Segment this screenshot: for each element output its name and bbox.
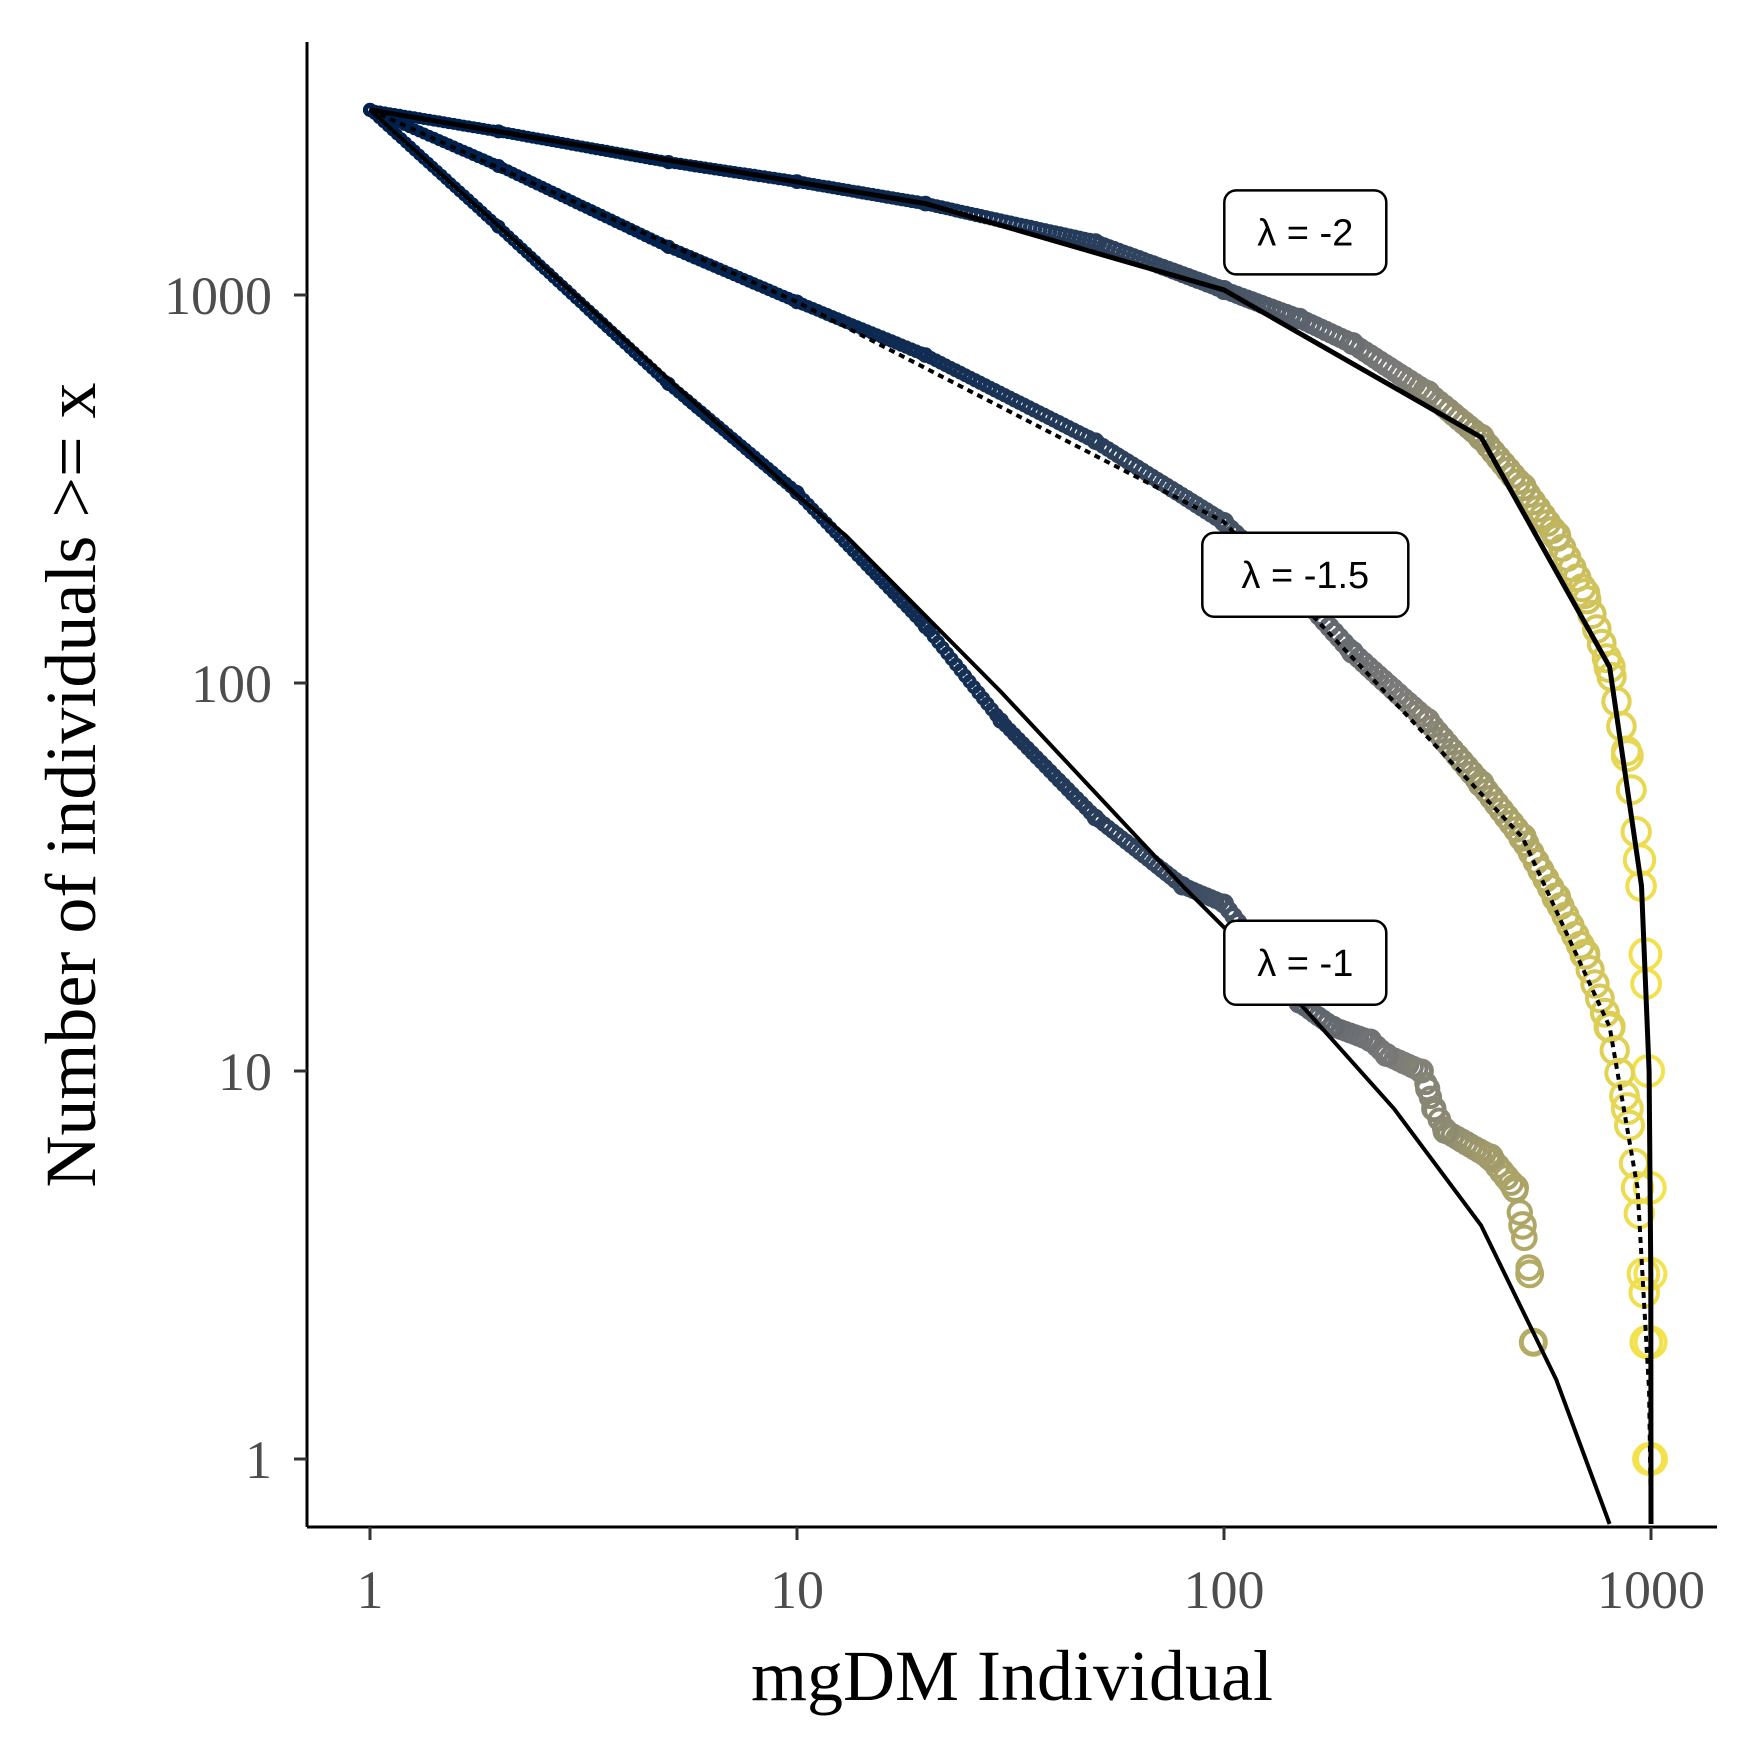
series-layer [363, 102, 1668, 1476]
data-point [1173, 876, 1193, 896]
y-tick-label: 10 [218, 1042, 272, 1102]
data-point [1500, 1173, 1530, 1202]
data-point [1593, 1010, 1626, 1043]
data-point [1086, 432, 1105, 451]
annotation-label: λ = -2 [1223, 189, 1388, 276]
data-point [1341, 332, 1364, 355]
annotation-label: λ = -1 [1223, 919, 1388, 1007]
y-tick-label: 1 [245, 1430, 272, 1490]
data-point [1467, 423, 1495, 451]
data-point [1415, 380, 1441, 406]
annotations-layer: λ = -2 λ = -1.5 λ = -1 [1201, 189, 1410, 1007]
x-axis-title: mgDM Individual [751, 1636, 1273, 1716]
data-point [1415, 708, 1441, 734]
x-tick-label: 100 [1184, 1560, 1265, 1620]
data-point [1086, 233, 1105, 251]
annotation-label: λ = -1.5 [1201, 531, 1410, 619]
x-tick-label: 1000 [1597, 1560, 1705, 1620]
x-tick-label: 10 [770, 1560, 824, 1620]
fit-line-lambda-neg1_5 [369, 108, 1653, 1525]
data-point [1541, 520, 1572, 551]
data-point [1421, 1095, 1447, 1122]
data-point [1589, 997, 1620, 1028]
data-point [1214, 512, 1234, 532]
data-point [1580, 969, 1610, 999]
data-point [1086, 808, 1105, 827]
annotation-text: λ = -1 [1257, 943, 1353, 985]
data-point [1508, 823, 1537, 852]
data-point [1610, 1092, 1644, 1126]
data-point [1515, 1259, 1545, 1289]
data-point [1288, 307, 1310, 330]
data-point [1511, 1224, 1538, 1252]
data-point [491, 219, 506, 234]
data-point [1508, 1211, 1537, 1240]
data-point [1341, 640, 1364, 664]
annotation-box [1223, 189, 1388, 276]
axes-layer [305, 42, 1717, 1529]
data-point [1358, 1028, 1382, 1053]
data-point [789, 294, 805, 310]
fit-lines-layer [368, 107, 1654, 1525]
x-tick-label: 1 [357, 1560, 384, 1620]
data-point [917, 347, 934, 363]
fit-line-lambda-neg1 [368, 108, 1612, 1525]
data-point [992, 712, 1009, 729]
annotation-box [1223, 919, 1388, 1007]
data-point [1569, 938, 1601, 970]
fit-line-lambda-neg2 [369, 107, 1654, 1525]
data-point [1374, 1042, 1399, 1067]
data-point [1321, 1015, 1345, 1039]
data-point [917, 618, 934, 635]
data-point [1585, 983, 1615, 1014]
data-point [1506, 1199, 1534, 1226]
annotation-text: λ = -1.5 [1241, 555, 1369, 597]
series-lambda-neg1_5 [363, 102, 1667, 1476]
y-axis-title: Number of individuals >= x [31, 382, 111, 1187]
annotation-text: λ = -2 [1257, 212, 1353, 254]
data-point [1432, 1118, 1459, 1144]
data-point [1610, 739, 1644, 773]
ticks-layer: 1 10 100 1000 1 10 100 1000 [164, 266, 1705, 1620]
data-point [1214, 893, 1234, 914]
data-point [1476, 1143, 1504, 1171]
y-tick-label: 1000 [164, 266, 272, 326]
series-lambda-neg1 [363, 102, 1548, 1357]
annotation-box [1201, 531, 1410, 619]
y-tick-label: 100 [191, 654, 272, 714]
